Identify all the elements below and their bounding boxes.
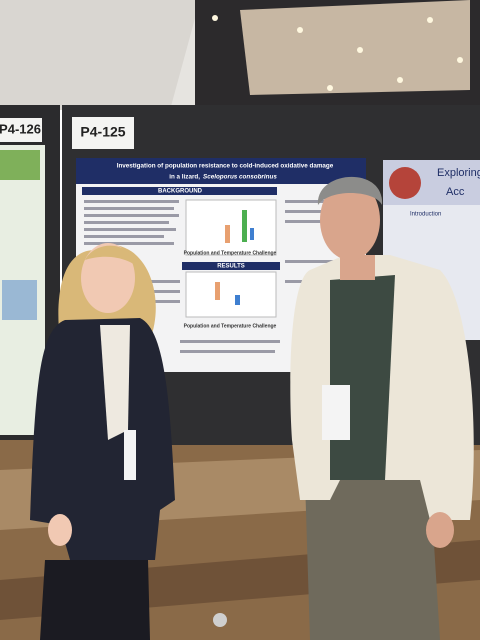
text-line [84, 228, 176, 231]
sign [0, 118, 42, 142]
figure-box [225, 225, 230, 243]
text-line [285, 260, 345, 263]
poster-title: in a lizard, [169, 174, 200, 181]
right-poster-section: Introduction [410, 212, 441, 218]
right-poster-title: Exploring [437, 167, 480, 179]
poster-figure [185, 199, 277, 256]
figure-box [215, 282, 220, 300]
man-tshirt [330, 275, 395, 480]
text-line [84, 207, 174, 210]
logo [389, 167, 421, 199]
man-trousers [305, 480, 440, 640]
light [327, 85, 333, 91]
text-line [140, 280, 180, 283]
text-line [84, 200, 179, 203]
text-line [180, 340, 280, 343]
light [427, 17, 433, 23]
section-title: RESULTS [217, 264, 245, 270]
woman-face [81, 243, 135, 313]
woman-top [100, 325, 130, 440]
light [397, 77, 403, 83]
ceiling-panels [240, 0, 470, 95]
wall [0, 0, 200, 110]
poster-block [0, 150, 40, 180]
section-title: BACKGROUND [158, 189, 203, 195]
text-line [84, 221, 169, 224]
text-line [84, 214, 179, 217]
woman-blazer [30, 318, 175, 560]
figure-box [235, 295, 240, 305]
floor-outlet [213, 613, 227, 627]
poster-species: Sceloporus consobrinus [203, 174, 277, 181]
text-line [180, 350, 275, 353]
light [212, 15, 218, 21]
light [357, 47, 363, 53]
light [457, 57, 463, 63]
figure-axis-label: Population and Temperature Challenge [184, 250, 277, 256]
right-poster-subtitle: Acc [446, 186, 465, 198]
man-hair [317, 176, 383, 205]
ceiling-lights [212, 15, 463, 91]
poster-map [2, 280, 37, 320]
poster-title: Investigation of population resistance t… [117, 163, 334, 170]
woman-hand [48, 514, 72, 546]
badge [322, 385, 350, 440]
text-line [84, 235, 164, 238]
man-hand [426, 512, 454, 548]
man-face [320, 180, 380, 260]
woman-legs [40, 560, 150, 640]
text-line [84, 242, 174, 245]
poster-header [76, 158, 366, 184]
poster-text [84, 200, 355, 353]
sign-label: P4-126 [0, 121, 41, 136]
text-line [285, 220, 355, 223]
woman-hair [85, 245, 135, 265]
section-bar [182, 262, 280, 270]
figure-box [242, 210, 247, 242]
text-line [140, 290, 180, 293]
section-bar [82, 187, 277, 195]
figure-axis-label: Population and Temperature Challenge [184, 323, 277, 329]
sign-label: P4-125 [80, 124, 125, 140]
badge [124, 430, 136, 480]
poster-figure [185, 271, 277, 318]
text-line [285, 210, 350, 213]
figure-box [250, 228, 254, 240]
light [297, 27, 303, 33]
text-line [140, 300, 180, 303]
sign [72, 117, 134, 149]
